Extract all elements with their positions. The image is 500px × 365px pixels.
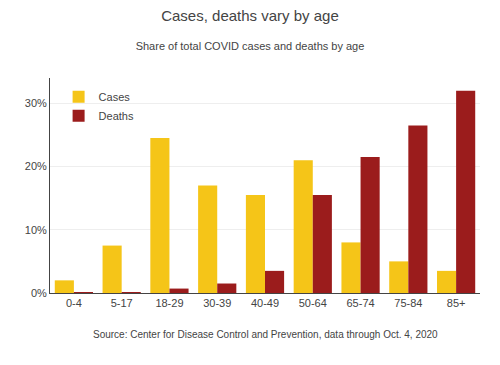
svg-text:0%: 0% <box>31 287 47 299</box>
svg-text:85+: 85+ <box>447 297 466 309</box>
svg-text:20%: 20% <box>25 160 47 172</box>
svg-text:65-74: 65-74 <box>346 297 374 309</box>
svg-text:5-17: 5-17 <box>111 297 133 309</box>
svg-text:30-39: 30-39 <box>203 297 231 309</box>
svg-text:Cases, deaths vary by age: Cases, deaths vary by age <box>161 7 339 24</box>
svg-text:50-64: 50-64 <box>299 297 327 309</box>
svg-text:10%: 10% <box>25 224 47 236</box>
svg-text:75-84: 75-84 <box>394 297 422 309</box>
svg-text:Source: Center for Disease Con: Source: Center for Disease Control and P… <box>93 329 438 340</box>
svg-text:18-29: 18-29 <box>155 297 183 309</box>
svg-text:Cases: Cases <box>99 91 131 103</box>
svg-text:0-4: 0-4 <box>66 297 82 309</box>
svg-text:40-49: 40-49 <box>251 297 279 309</box>
svg-text:30%: 30% <box>25 97 47 109</box>
svg-text:Share of total COVID cases and: Share of total COVID cases and deaths by… <box>136 40 365 52</box>
svg-text:Deaths: Deaths <box>99 110 134 122</box>
